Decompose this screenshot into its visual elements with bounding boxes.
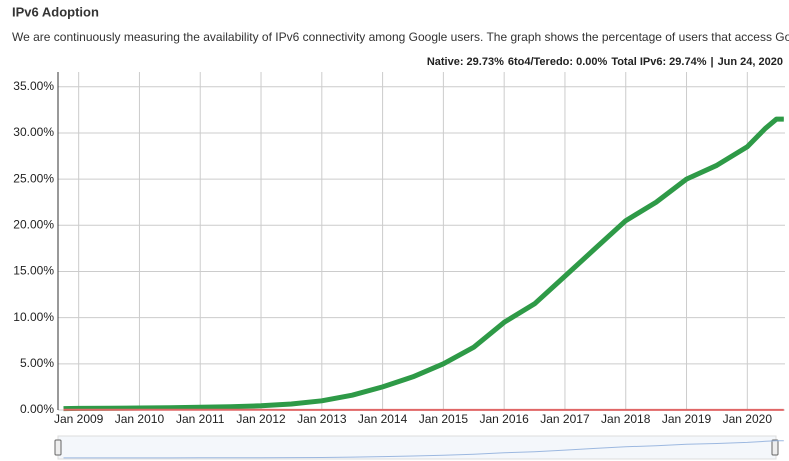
x-tick-label: Jan 2010 [115,412,165,426]
chart-title: IPv6 Adoption [12,4,99,19]
range-handle-left[interactable] [54,439,62,456]
y-tick-label: 30.00% [13,125,54,139]
x-tick-label: Jan 2012 [236,412,286,426]
x-tick-label: Jan 2018 [601,412,651,426]
series-line [63,440,784,459]
plot-area: 0.00% 5.00% 10.00% 15.00% 20.00% 25.00% 30.00%… [13,72,785,426]
legend-entry: Native: 29.73% [427,56,504,68]
x-tick-label: Jan 2009 [54,412,104,426]
x-tick-label: Jan 2019 [662,412,712,426]
y-tick-label: 25.00% [13,171,54,185]
series-line [63,118,784,410]
x-tick-label: Jan 2015 [419,412,469,426]
x-tick-label: Jan 2017 [540,412,590,426]
x-tick-label: Jan 2020 [723,412,773,426]
legend-entry: Total IPv6: 29.74% [611,56,706,68]
series-line [63,116,784,412]
y-tick-label: 0.00% [20,402,54,416]
chart-subtitle: We are continuously measuring the availa… [12,30,789,44]
range-selector[interactable] [54,435,784,460]
y-tick-label: 20.00% [13,217,54,231]
y-tick-label: 35.00% [13,79,54,93]
date-readout: Jun 24, 2020 [718,56,783,68]
x-tick-label: Jan 2013 [297,412,347,426]
legend: Native: 29.73% 6to4/Teredo: 0.00% Total IP… [427,56,783,68]
range-handle-right[interactable] [771,439,779,456]
y-tick-label: 15.00% [13,264,54,278]
legend-entry: 6to4/Teredo: 0.00% [508,56,608,68]
x-tick-label: Jan 2011 [176,412,225,426]
x-tick-label: Jan 2014 [358,412,408,426]
x-tick-label: Jan 2016 [479,412,529,426]
y-tick-label: 10.00% [13,310,54,324]
y-tick-label: 5.00% [20,356,54,370]
legend-separator: | [710,56,713,68]
